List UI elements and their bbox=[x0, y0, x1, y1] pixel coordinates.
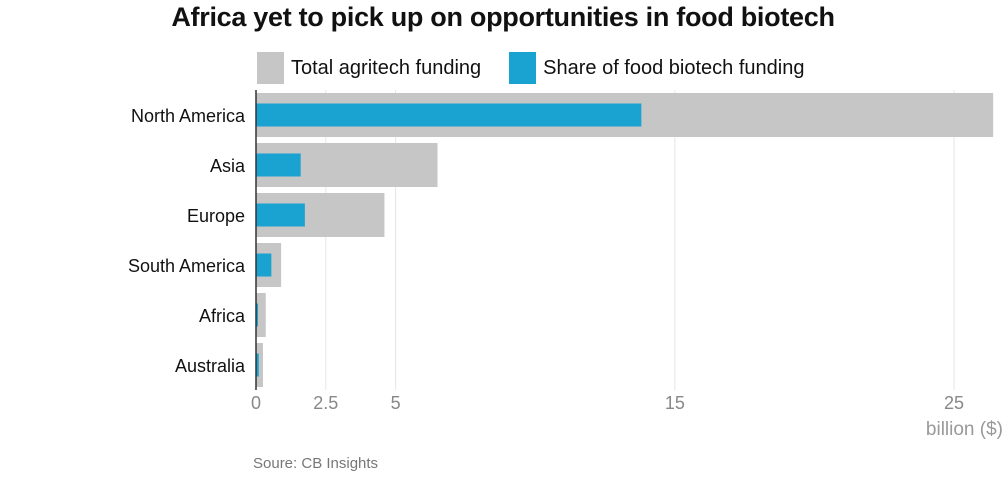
category-label-1: Asia bbox=[210, 156, 246, 176]
legend-item-total: Total agritech funding bbox=[257, 52, 481, 84]
bar-total-5 bbox=[256, 343, 263, 387]
category-label-2: Europe bbox=[187, 206, 245, 226]
bar-food-1 bbox=[256, 153, 301, 177]
legend: Total agritech funding Share of food bio… bbox=[257, 51, 832, 85]
legend-item-food: Share of food biotech funding bbox=[509, 52, 804, 84]
source-note: Soure: CB Insights bbox=[253, 455, 379, 472]
x-axis-label: billion ($) bbox=[926, 419, 1003, 440]
legend-label-total: Total agritech funding bbox=[291, 56, 482, 79]
legend-label-food: Share of food biotech funding bbox=[543, 56, 805, 79]
x-tick-label-4: 25 bbox=[944, 393, 964, 413]
bar-food-5 bbox=[256, 353, 259, 377]
category-label-4: Africa bbox=[199, 306, 246, 326]
bar-total-4 bbox=[256, 293, 266, 337]
x-tick-label-2: 5 bbox=[391, 393, 401, 413]
bar-food-0 bbox=[256, 103, 642, 127]
bar-food-4 bbox=[256, 303, 258, 327]
chart-title: Africa yet to pick up on opportunities i… bbox=[171, 2, 835, 32]
legend-swatch-food bbox=[509, 52, 537, 84]
x-tick-label-1: 2.5 bbox=[313, 393, 338, 413]
x-tick-label-0: 0 bbox=[251, 393, 261, 413]
bar-food-2 bbox=[256, 203, 305, 227]
category-label-3: South America bbox=[128, 256, 246, 276]
x-tick-label-3: 15 bbox=[665, 393, 685, 413]
category-label-0: North America bbox=[131, 106, 246, 126]
bar-food-3 bbox=[256, 253, 272, 277]
legend-swatch-total bbox=[257, 52, 284, 84]
category-label-5: Australia bbox=[175, 356, 246, 376]
